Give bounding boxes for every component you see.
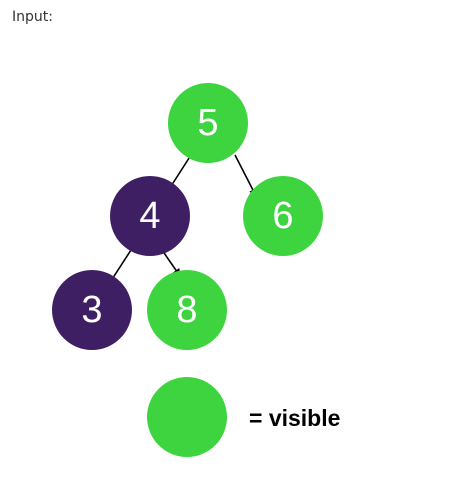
- tree-node-5: 5: [168, 83, 248, 163]
- node-circle: [168, 83, 248, 163]
- tree-node-8: 8: [147, 270, 227, 350]
- node-value: 8: [176, 289, 197, 331]
- legend-swatch-visible: [147, 377, 227, 457]
- legend: = visible: [147, 377, 340, 457]
- node-value: 3: [81, 289, 102, 331]
- legend-label: = visible: [249, 405, 340, 431]
- node-circle: [52, 270, 132, 350]
- node-circle: [147, 270, 227, 350]
- edge-5-6: [234, 154, 257, 197]
- node-value: 6: [272, 195, 293, 237]
- node-value: 4: [139, 195, 160, 237]
- node-value: 5: [197, 102, 218, 144]
- input-label: Input:: [12, 9, 53, 25]
- tree-node-6: 6: [243, 176, 323, 256]
- node-circle: [243, 176, 323, 256]
- tree-node-4: 4: [110, 176, 190, 256]
- node-circle: [110, 176, 190, 256]
- tree-node-3: 3: [52, 270, 132, 350]
